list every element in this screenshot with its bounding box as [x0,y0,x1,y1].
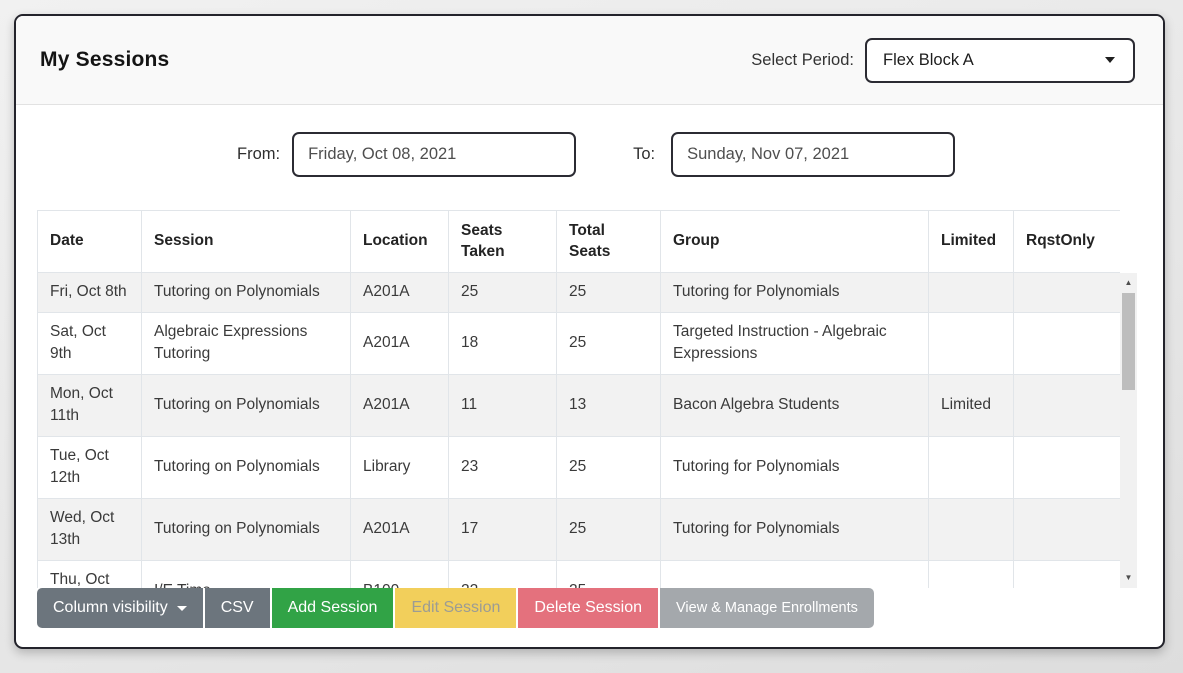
table-row[interactable]: Thu, Oct 14th I/E Time B100 22 25 [37,559,1120,588]
cell-session: Algebraic Expressions Tutoring [141,312,351,375]
cell-group: Tutoring for Polynomials [660,497,929,561]
page-title: My Sessions [40,48,170,71]
caret-down-icon [1105,57,1115,63]
table-row[interactable]: Tue, Oct 12th Tutoring on Polynomials Li… [37,435,1120,499]
cell-seats-taken: 25 [448,272,557,313]
cell-location: A201A [350,497,449,561]
cell-date: Sat, Oct 9th [37,312,142,375]
cell-total-seats: 25 [556,559,661,588]
period-select-value: Flex Block A [883,50,974,69]
cell-rqstonly [1013,435,1120,499]
my-sessions-card: My Sessions Select Period: Flex Block A … [14,14,1165,649]
add-session-button[interactable]: Add Session [271,588,394,628]
cell-rqstonly [1013,272,1120,313]
table-row[interactable]: Sat, Oct 9th Algebraic Expressions Tutor… [37,312,1120,375]
cell-limited [928,497,1014,561]
cell-date: Wed, Oct 13th [37,497,142,561]
cell-limited [928,272,1014,313]
sessions-table-area: Date Session Location Seats Taken Total … [37,210,1137,588]
sessions-table-viewport: Date Session Location Seats Taken Total … [37,210,1120,588]
cell-location: A201A [350,373,449,437]
edit-session-button[interactable]: Edit Session [395,588,517,628]
period-label: Select Period: [751,50,854,69]
cell-limited [928,312,1014,375]
table-toolbar: Column visibility CSV Add Session Edit S… [37,588,1163,628]
cell-location: A201A [350,272,449,313]
table-row[interactable]: Wed, Oct 13th Tutoring on Polynomials A2… [37,497,1120,561]
cell-total-seats: 25 [556,497,661,561]
cell-limited [928,559,1014,588]
edit-session-label: Edit Session [411,599,501,616]
cell-seats-taken: 18 [448,312,557,375]
table-scrollbar[interactable]: ▲ ▼ [1120,273,1137,588]
cell-limited: Limited [928,373,1014,437]
cell-date: Mon, Oct 11th [37,373,142,437]
csv-button[interactable]: CSV [204,588,270,628]
column-header-date: Date [37,210,142,273]
to-label: To: [633,145,656,163]
period-selector: Select Period: Flex Block A [751,37,1135,83]
scrollbar-thumb[interactable] [1122,293,1135,390]
cell-rqstonly [1013,559,1120,588]
column-header-seats-taken: Seats Taken [448,210,557,273]
add-session-label: Add Session [287,599,378,616]
cell-session: Tutoring on Polynomials [141,435,351,499]
cell-total-seats: 25 [556,272,661,313]
cell-location: B100 [350,559,449,588]
cell-session: Tutoring on Polynomials [141,272,351,313]
cell-rqstonly [1013,312,1120,375]
cell-group: Tutoring for Polynomials [660,272,929,313]
column-header-total-seats: Total Seats [556,210,661,273]
cell-session: Tutoring on Polynomials [141,373,351,437]
caret-down-icon [176,605,187,611]
cell-date: Fri, Oct 8th [37,272,142,313]
cell-seats-taken: 17 [448,497,557,561]
table-row[interactable]: Mon, Oct 11th Tutoring on Polynomials A2… [37,373,1120,437]
csv-label: CSV [220,599,254,616]
from-date-input[interactable] [292,132,577,177]
cell-seats-taken: 22 [448,559,557,588]
scroll-up-icon[interactable]: ▲ [1124,278,1133,287]
cell-seats-taken: 23 [448,435,557,499]
period-select[interactable]: Flex Block A [865,37,1135,83]
cell-rqstonly [1013,373,1120,437]
card-header: My Sessions Select Period: Flex Block A [16,16,1163,105]
to-date-input[interactable] [671,132,956,177]
column-visibility-label: Column visibility [53,599,168,616]
delete-session-button[interactable]: Delete Session [518,588,659,628]
cell-group: Bacon Algebra Students [660,373,929,437]
date-range-row: From: To: [16,132,1163,177]
cell-total-seats: 13 [556,373,661,437]
column-header-rqstonly: RqstOnly [1013,210,1120,273]
cell-total-seats: 25 [556,435,661,499]
scroll-down-icon[interactable]: ▼ [1124,573,1133,582]
column-visibility-button[interactable]: Column visibility [37,588,203,628]
cell-total-seats: 25 [556,312,661,375]
cell-group [660,559,929,588]
cell-date: Tue, Oct 12th [37,435,142,499]
cell-group: Targeted Instruction - Algebraic Express… [660,312,929,375]
column-header-limited: Limited [928,210,1014,273]
sessions-table: Date Session Location Seats Taken Total … [37,210,1120,588]
view-manage-enrollments-label: View & Manage Enrollments [676,600,858,616]
view-manage-enrollments-button[interactable]: View & Manage Enrollments [660,588,874,628]
cell-rqstonly [1013,497,1120,561]
delete-session-label: Delete Session [534,599,643,616]
column-header-group: Group [660,210,929,273]
cell-location: A201A [350,312,449,375]
cell-session: Tutoring on Polynomials [141,497,351,561]
from-label: From: [237,145,281,163]
table-row[interactable]: Fri, Oct 8th Tutoring on Polynomials A20… [37,272,1120,313]
column-header-location: Location [350,210,449,273]
table-header-row: Date Session Location Seats Taken Total … [37,210,1120,273]
cell-location: Library [350,435,449,499]
cell-group: Tutoring for Polynomials [660,435,929,499]
cell-seats-taken: 11 [448,373,557,437]
column-header-session: Session [141,210,351,273]
cell-session: I/E Time [141,559,351,588]
cell-limited [928,435,1014,499]
cell-date: Thu, Oct 14th [37,559,142,588]
